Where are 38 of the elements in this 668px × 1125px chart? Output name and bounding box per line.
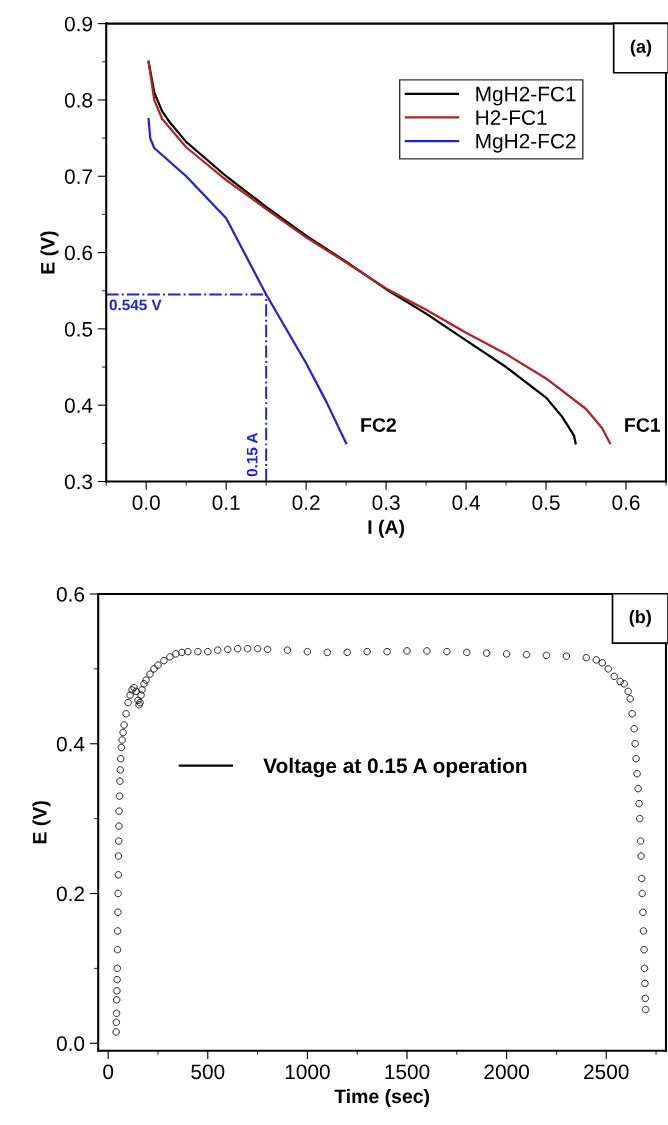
x-tick-label: 0.0 bbox=[132, 495, 160, 510]
annotation: (b) bbox=[629, 609, 651, 627]
x-axis-title: Time (sec) bbox=[334, 1088, 430, 1108]
x-tick-label: 500 bbox=[191, 1064, 225, 1080]
y-axis-title: E (V) bbox=[40, 231, 59, 274]
y-tick-label: 0.0 bbox=[56, 1036, 85, 1052]
annotation: FC2 bbox=[361, 418, 396, 432]
y-tick-label: 0.4 bbox=[64, 398, 93, 413]
x-tick-label: 0 bbox=[103, 1064, 114, 1080]
legend-label: H2-FC1 bbox=[476, 110, 547, 125]
ref-line-label: 0.545 V bbox=[109, 299, 162, 311]
x-tick-label: 0.5 bbox=[532, 495, 560, 510]
y-tick-label: 0.8 bbox=[64, 92, 93, 108]
annotation: FC1 bbox=[625, 418, 661, 432]
y-tick-label: 0.4 bbox=[56, 736, 85, 752]
annotation: (a) bbox=[630, 39, 652, 57]
x-tick-label: 2000 bbox=[484, 1064, 529, 1080]
x-tick-label: 1500 bbox=[385, 1064, 430, 1080]
y-axis-title: E (V) bbox=[32, 801, 51, 844]
legend-label: MgH2-FC2 bbox=[476, 133, 576, 153]
x-tick-label: 0.6 bbox=[612, 495, 640, 510]
y-tick-label: 0.2 bbox=[56, 886, 84, 902]
y-tick-label: 0.9 bbox=[64, 16, 93, 32]
x-tick-label: 0.2 bbox=[292, 495, 320, 510]
y-tick-label: 0.6 bbox=[56, 587, 85, 602]
y-tick-label: 0.7 bbox=[64, 169, 92, 184]
x-tick-label: 1000 bbox=[285, 1064, 330, 1080]
legend-label: MgH2-FC1 bbox=[476, 86, 576, 106]
x-tick-label: 0.3 bbox=[372, 495, 400, 510]
y-tick-label: 0.6 bbox=[64, 245, 93, 261]
legend-label: Voltage at 0.15 A operation bbox=[263, 757, 527, 778]
x-tick-label: 2500 bbox=[584, 1064, 629, 1080]
y-tick-label: 0.5 bbox=[64, 321, 93, 337]
ref-line-label: 0.15 A bbox=[246, 432, 258, 477]
x-axis-title: I (A) bbox=[368, 519, 405, 538]
y-tick-label: 0.3 bbox=[64, 474, 93, 490]
x-tick-label: 0.1 bbox=[212, 495, 240, 510]
x-tick-label: 0.4 bbox=[452, 495, 480, 510]
